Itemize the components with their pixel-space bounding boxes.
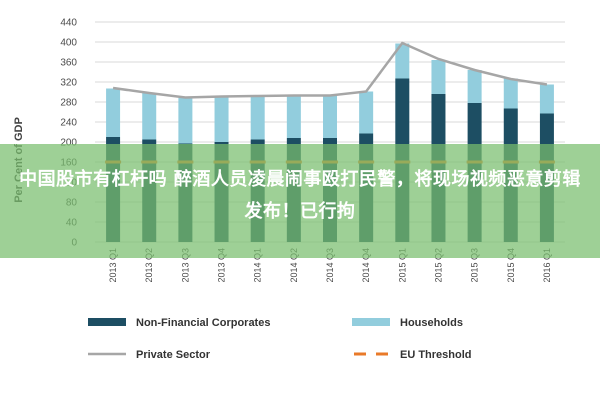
- bar-households: [503, 78, 518, 109]
- bar-households: [286, 96, 301, 138]
- legend-swatch-non-financial-corporates: [88, 318, 126, 326]
- bar-households: [214, 97, 229, 142]
- x-tick-label: 2014 Q1: [253, 248, 263, 283]
- bar-households: [395, 43, 410, 79]
- bar-households: [431, 60, 446, 94]
- y-tick-label: 280: [60, 98, 77, 109]
- bar-households: [359, 91, 374, 134]
- bar-households: [142, 93, 157, 140]
- y-tick-label: 440: [60, 18, 77, 29]
- banner-text: 中国股市有杠杆吗 醉酒人员凌晨闹事殴打民警，将现场视频恶意剪辑发布！已行拘: [19, 169, 581, 222]
- x-tick-label: 2014 Q4: [361, 248, 371, 283]
- x-tick-label: 2014 Q2: [289, 248, 299, 283]
- x-tick-label: 2015 Q2: [433, 248, 443, 283]
- bar-households: [178, 98, 193, 144]
- legend-label-households: Households: [400, 317, 463, 329]
- y-tick-label: 240: [60, 118, 77, 129]
- x-axis-ticks: 2013 Q1 2013 Q2 2013 Q3 2013 Q4 2014 Q1 2014 …: [108, 248, 552, 283]
- bar-households: [323, 96, 337, 138]
- x-tick-label: 2015 Q1: [397, 248, 407, 283]
- legend: Non-Financial Corporates Households Privat…: [88, 317, 472, 361]
- x-tick-label: 2015 Q3: [470, 248, 480, 283]
- legend-label-private-sector: Private Sector: [136, 349, 211, 361]
- bar-households: [250, 96, 265, 140]
- x-tick-label: 2015 Q4: [506, 248, 516, 283]
- line-private-sector: [112, 41, 548, 99]
- legend-label-non-financial-corporates: Non-Financial Corporates: [136, 317, 270, 329]
- x-tick-label: 2014 Q3: [325, 248, 335, 283]
- x-tick-label: 2013 Q3: [180, 248, 190, 283]
- overlay-banner: 中国股市有杠杆吗 醉酒人员凌晨闹事殴打民警，将现场视频恶意剪辑发布！已行拘: [0, 144, 600, 258]
- bar-households: [539, 84, 554, 114]
- y-tick-label: 200: [60, 138, 77, 149]
- y-tick-label: 400: [60, 38, 77, 49]
- bar-households: [106, 88, 121, 137]
- y-tick-label: 320: [60, 78, 77, 89]
- x-tick-label: 2013 Q1: [108, 248, 118, 283]
- legend-label-eu-threshold: EU Threshold: [400, 349, 472, 361]
- bar-households: [467, 70, 482, 103]
- legend-swatch-households: [352, 318, 390, 326]
- y-tick-label: 360: [60, 58, 77, 69]
- x-tick-label: 2013 Q4: [217, 248, 227, 283]
- x-tick-label: 2016 Q1: [542, 248, 552, 283]
- x-tick-label: 2013 Q2: [144, 248, 154, 283]
